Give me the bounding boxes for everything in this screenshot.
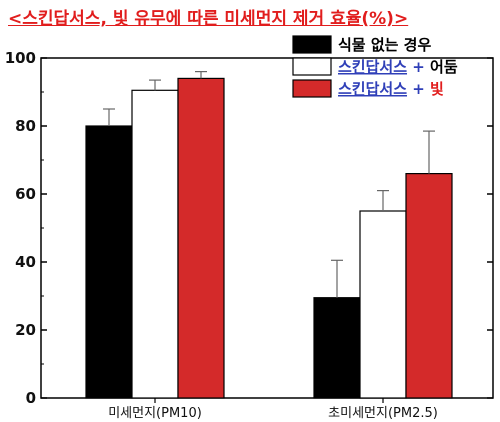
bar <box>405 173 453 399</box>
legend-swatch <box>292 57 332 76</box>
x-tick-label: 초미세먼지(PM2.5) <box>328 406 438 421</box>
legend-label-part: 식물 없는 경우 <box>338 36 431 54</box>
legend-label-part: + <box>407 80 430 98</box>
y-tick-label: 20 <box>15 321 36 339</box>
bar <box>177 77 225 399</box>
x-tick-label: 미세먼지(PM10) <box>108 406 202 421</box>
chart-title: <스킨답서스, 빛 유무에 따른 미세먼지 제거 효율(%)> <box>8 9 409 29</box>
y-tick-label: 40 <box>15 253 36 271</box>
legend-label: 식물 없는 경우 <box>338 36 431 54</box>
bar <box>131 89 179 399</box>
y-tick-label: 100 <box>5 49 36 67</box>
bar <box>313 297 361 399</box>
y-tick-label: 80 <box>15 117 36 135</box>
legend-swatch <box>292 79 332 98</box>
bar <box>359 210 407 399</box>
legend-label-part: 스킨답서스 <box>338 58 407 76</box>
y-tick-label: 0 <box>26 389 36 407</box>
legend-swatch <box>292 35 332 54</box>
legend-label-part: 스킨답서스 <box>338 80 407 98</box>
legend-label-part: 빛 <box>430 80 444 98</box>
legend-label-part: 어둠 <box>430 58 458 76</box>
legend-label-part: + <box>407 58 430 76</box>
legend-label: 스킨답서스 + 어둠 <box>338 58 458 76</box>
y-tick-label: 60 <box>15 185 36 203</box>
legend-label: 스킨답서스 + 빛 <box>338 80 444 98</box>
bar <box>85 125 133 399</box>
